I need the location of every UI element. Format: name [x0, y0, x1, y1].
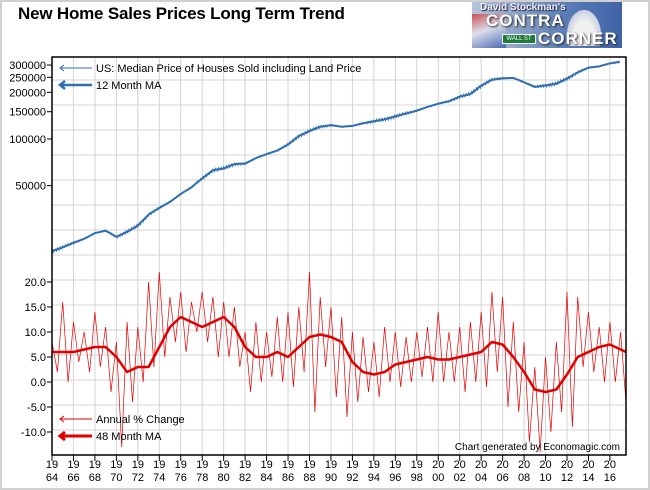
x-tick-label-century: 20: [454, 459, 466, 471]
y-tick-label-lower: 0.0: [31, 377, 46, 389]
y-tick-label-upper: 50000: [15, 181, 46, 193]
flag-image: [472, 14, 506, 48]
x-tick-label-century: 19: [239, 459, 251, 471]
y-tick-label-upper: 100000: [9, 134, 46, 146]
legend-arrow-ma12-icon: [57, 80, 66, 90]
x-tick-label-century: 19: [325, 459, 337, 471]
x-tick-label-year: 98: [411, 472, 423, 484]
x-tick-label-year: 96: [389, 472, 401, 484]
x-tick-label-year: 74: [153, 472, 165, 484]
logo-word-corner: CORNER: [538, 29, 618, 48]
x-tick-label-year: 78: [196, 472, 208, 484]
y-tick-label-upper: 250000: [9, 72, 46, 84]
x-tick-label-year: 14: [582, 472, 594, 484]
y-tick-label-lower: -5.0: [27, 402, 46, 414]
y-tick-label-lower: 5.0: [31, 352, 46, 364]
x-tick-label-century: 19: [153, 459, 165, 471]
x-tick-label-century: 20: [518, 459, 530, 471]
legend-label-annual: Annual % Change: [96, 414, 185, 426]
series-line-12-month-ma: [51, 60, 620, 253]
x-tick-label-year: 06: [496, 472, 508, 484]
x-tick-label-year: 86: [282, 472, 294, 484]
x-tick-label-century: 19: [411, 459, 423, 471]
x-tick-label-year: 12: [561, 472, 573, 484]
y-tick-label-lower: 20.0: [25, 277, 46, 289]
legend-label-ma12: 12 Month MA: [96, 80, 162, 92]
x-tick-label-year: 68: [89, 472, 101, 484]
x-tick-label-century: 19: [67, 459, 79, 471]
x-tick-label-year: 88: [303, 472, 315, 484]
marks: [51, 60, 627, 453]
plot-border: [51, 56, 627, 456]
y-tick-label-lower: -10.0: [21, 427, 46, 439]
x-tick-label-year: 10: [539, 472, 551, 484]
x-tick-label-century: 20: [582, 459, 594, 471]
x-tick-label-year: 90: [325, 472, 337, 484]
x-tick-label-century: 19: [196, 459, 208, 471]
y-tick-label-upper: 150000: [9, 107, 46, 119]
x-tick-label-century: 19: [175, 459, 187, 471]
x-tick-label-year: 66: [67, 472, 79, 484]
legend-label-price: US: Median Price of Houses Sold includin…: [96, 63, 361, 75]
y-tick-label-upper: 200000: [9, 87, 46, 99]
legend-label-ma48: 48 Month MA: [96, 431, 162, 443]
lower-legend: Annual % Change 48 Month MA: [57, 414, 185, 443]
legend-arrow-ma48-icon: [57, 430, 66, 442]
wall-st-sign: WALL ST: [502, 34, 536, 44]
legend-arrow-annual-icon: [59, 415, 65, 423]
x-tick-label-century: 20: [604, 459, 616, 471]
logo-word-contra: CONTRA: [486, 11, 565, 30]
capitol-image: [567, 10, 601, 46]
x-tick-label-century: 19: [368, 459, 380, 471]
chart-title: New Home Sales Prices Long Term Trend: [18, 4, 345, 23]
x-tick-label-century: 20: [496, 459, 508, 471]
y-tick-label-lower: 10.0: [25, 327, 46, 339]
x-tick-label-year: 84: [260, 472, 272, 484]
series-line-annual-change: [51, 271, 627, 453]
x-tick-label-century: 19: [389, 459, 401, 471]
series-line-48-month-ma: [52, 315, 627, 394]
y-tick-label-lower: 15.0: [25, 302, 46, 314]
x-tick-label-year: 04: [475, 472, 487, 484]
x-tick-label-century: 19: [346, 459, 358, 471]
x-tick-label-year: 82: [239, 472, 251, 484]
x-tick-label-century: 19: [282, 459, 294, 471]
x-tick-label-century: 19: [303, 459, 315, 471]
x-tick-label-year: 72: [132, 472, 144, 484]
x-tick-label-century: 19: [132, 459, 144, 471]
upper-legend: US: Median Price of Houses Sold includin…: [57, 63, 361, 92]
x-tick-label-year: 16: [604, 472, 616, 484]
axes: 1964196619681970197219741976197819801982…: [9, 60, 616, 484]
x-tick-label-century: 19: [218, 459, 230, 471]
x-tick-label-century: 19: [89, 459, 101, 471]
x-tick-label-century: 20: [561, 459, 573, 471]
grid: [52, 57, 626, 455]
x-tick-label-year: 08: [518, 472, 530, 484]
x-tick-label-century: 20: [432, 459, 444, 471]
y-tick-label-upper: 300000: [9, 60, 46, 72]
credit-annotation: Chart generated by Economagic.com: [455, 442, 620, 453]
logo-byline: David Stockman's: [480, 2, 566, 13]
x-tick-label-year: 70: [110, 472, 122, 484]
x-tick-label-century: 19: [46, 459, 58, 471]
x-tick-label-century: 20: [539, 459, 551, 471]
x-tick-label-year: 76: [175, 472, 187, 484]
x-tick-label-year: 64: [46, 472, 58, 484]
x-tick-label-year: 00: [432, 472, 444, 484]
x-tick-label-century: 19: [260, 459, 272, 471]
contra-corner-logo: David Stockman's CONTRA WALL ST CORNER: [472, 2, 622, 48]
x-tick-label-century: 19: [110, 459, 122, 471]
x-tick-label-century: 20: [475, 459, 487, 471]
x-tick-label-year: 02: [454, 472, 466, 484]
legend-arrow-price-icon: [59, 64, 65, 72]
x-tick-label-year: 92: [346, 472, 358, 484]
x-tick-label-year: 94: [368, 472, 380, 484]
x-tick-label-year: 80: [218, 472, 230, 484]
